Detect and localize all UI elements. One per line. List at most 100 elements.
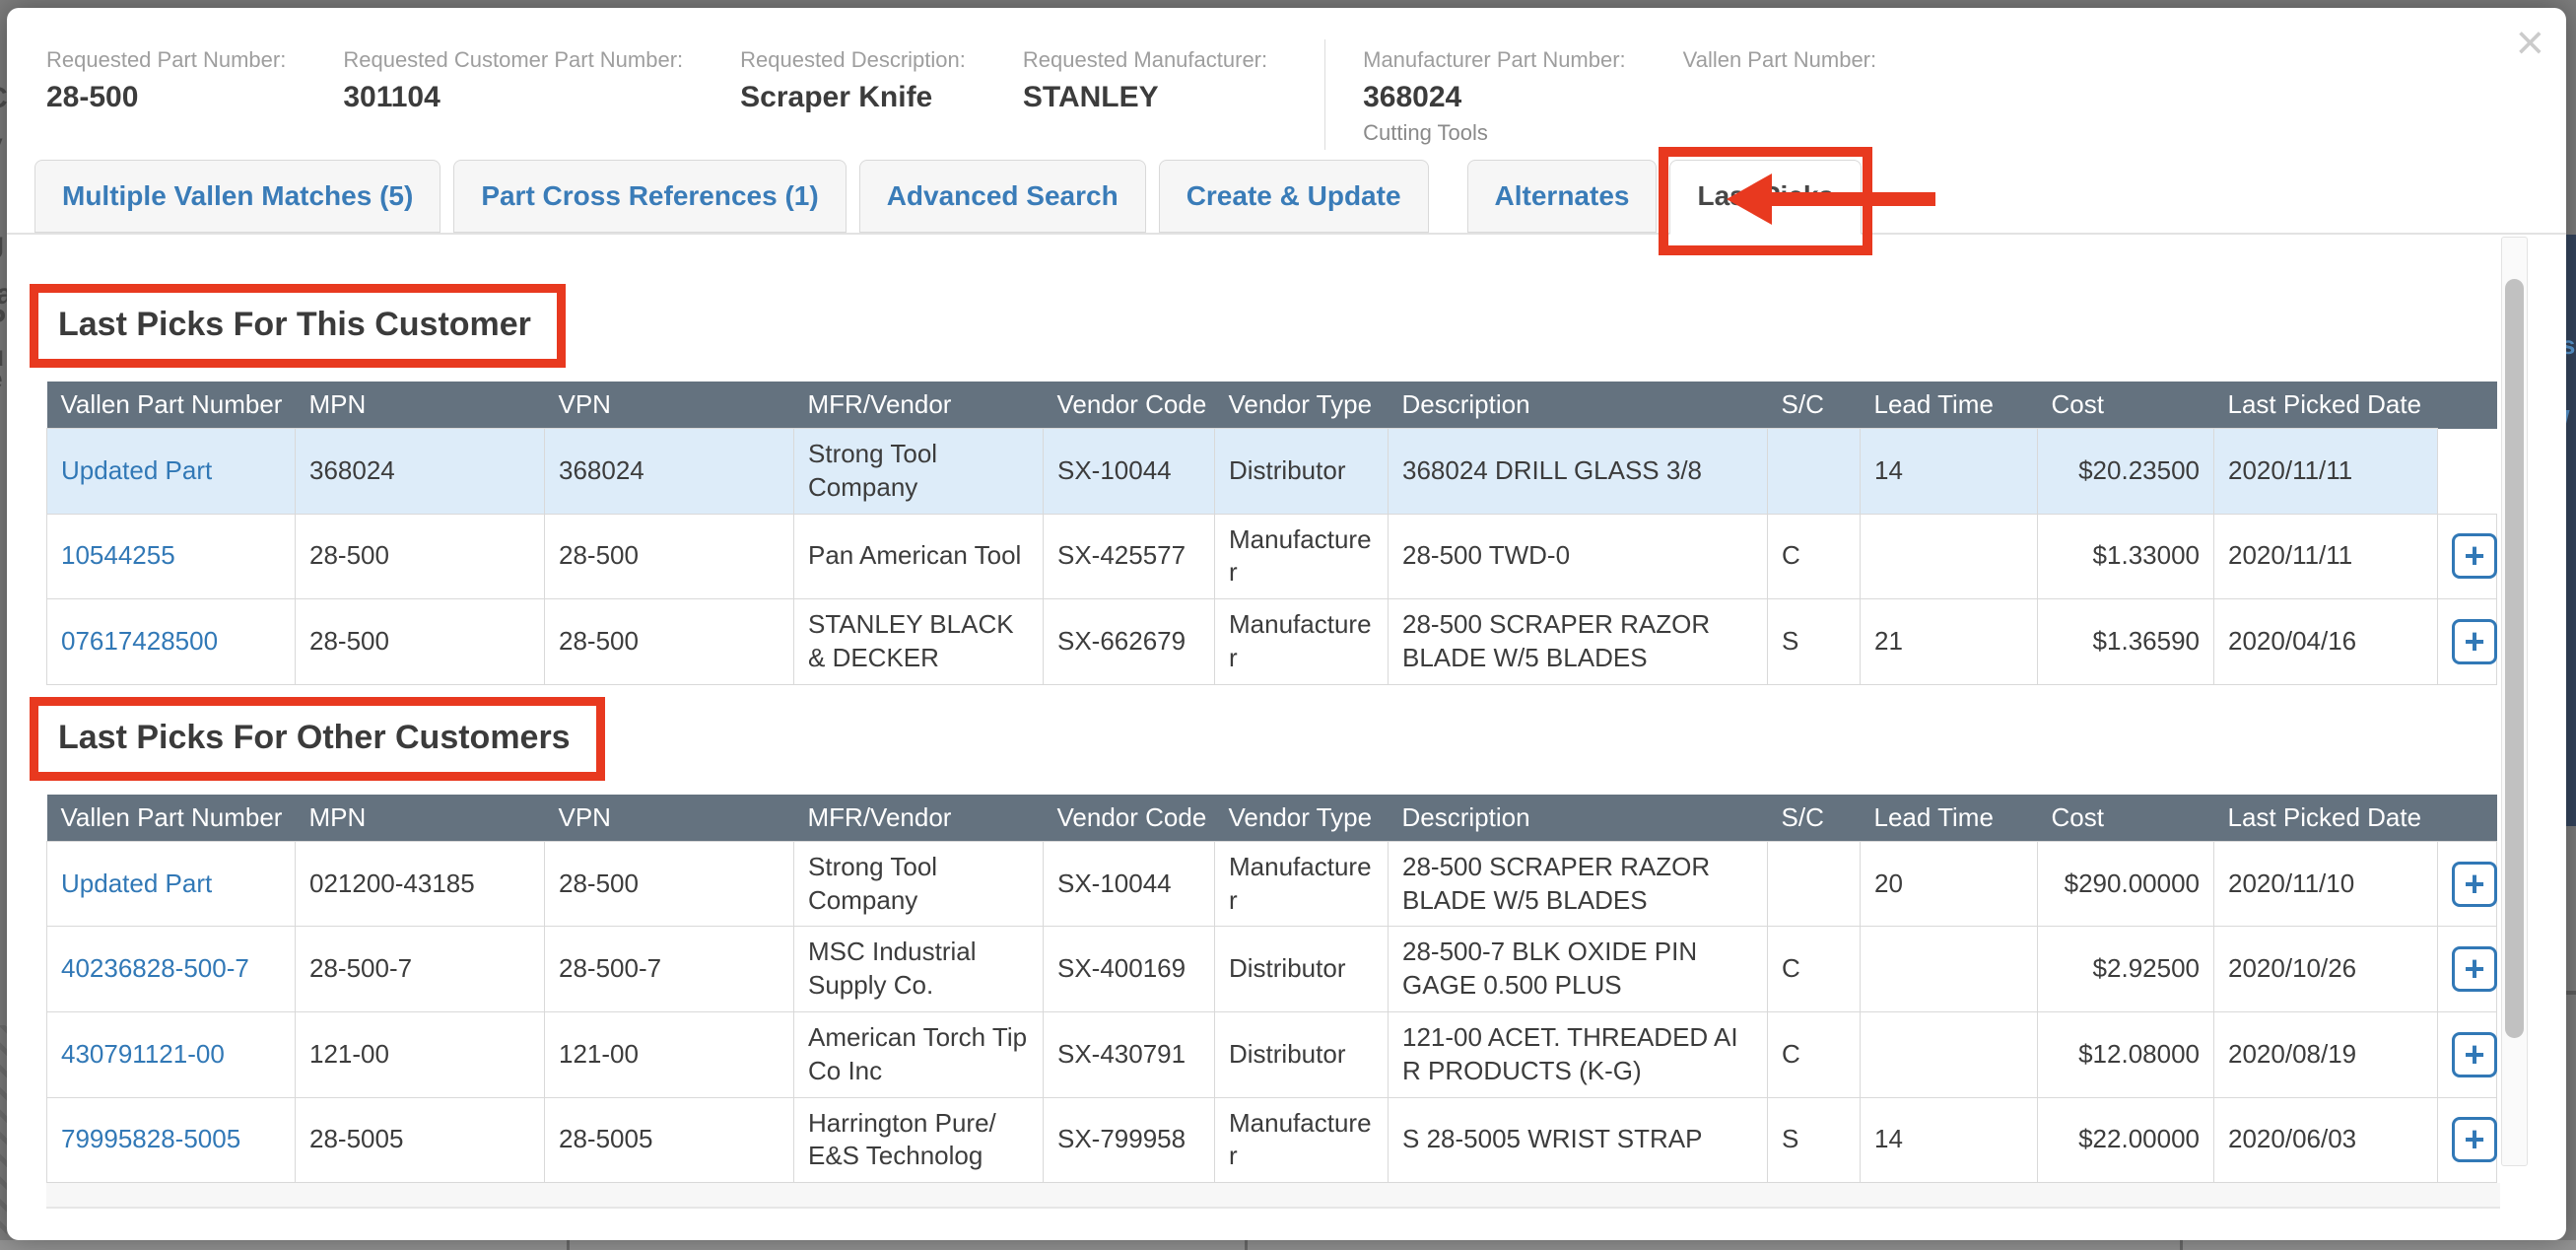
backdrop-bottom-strip [0, 1240, 2576, 1250]
column-header-mpn: MPN [295, 794, 545, 842]
header-field-requested-description: Requested Description: Scraper Knife [740, 47, 966, 114]
column-header-cost: Cost [2037, 382, 2214, 429]
table-row: Updated Part 021200-43185 28-500 Strong Too… [46, 840, 2497, 928]
vallen-part-cell: Updated Part [46, 840, 296, 928]
part-link[interactable]: 07617428500 [61, 626, 219, 657]
vallen-part-cell: 40236828-500-7 [46, 926, 296, 1012]
section-this-customer: Last Picks For This Customer Vallen Part… [7, 235, 2566, 685]
add-cell: + [2437, 840, 2497, 928]
vendor_code-cell: SX-799958 [1043, 1096, 1215, 1184]
vpn-cell: 28-500-7 [544, 926, 794, 1012]
backdrop-text-fragment: y [0, 128, 3, 162]
tab-multiple-vallen-matches-5[interactable]: Multiple Vallen Matches (5) [34, 160, 441, 233]
add-button[interactable]: + [2452, 533, 2497, 580]
add-button[interactable]: + [2452, 618, 2497, 664]
header-field-label: Requested Description: [740, 47, 966, 72]
column-header-vendor-code: Vendor Code [1043, 382, 1215, 429]
column-header-cost: Cost [2037, 794, 2214, 842]
header-field-value: 28-500 [46, 81, 139, 113]
mfr-cell: Strong Tool Company [793, 840, 1044, 928]
part-link[interactable]: Updated Part [61, 868, 213, 898]
last-picks-table-this-customer: Vallen Part Number MPN VPN MFR/Vendor Vendor… [46, 382, 2497, 685]
vallen-part-cell: Updated Part [46, 428, 296, 515]
add-cell: + [2437, 1096, 2497, 1184]
cost-cell: $1.36590 [2037, 598, 2214, 685]
tab-bar: Multiple Vallen Matches (5) Part Cross Re… [7, 147, 2566, 255]
mpn-cell: 021200-43185 [295, 840, 545, 928]
header-field-requested-manufacturer: Requested Manufacturer: STANLEY [1023, 47, 1267, 114]
part-link[interactable]: Updated Part [61, 454, 213, 485]
part-link[interactable]: 40236828-500-7 [61, 953, 249, 984]
mfr-cell: STANLEY BLACK & DECKER [793, 598, 1044, 685]
backdrop-navy-panel [2565, 235, 2576, 826]
add-button[interactable]: + [2452, 946, 2497, 993]
part-details-modal: × Requested Part Number: 28-500 Requested … [7, 8, 2566, 1240]
tab-last-picks[interactable]: Last Picks [1659, 147, 1872, 255]
vendor_code-cell: SX-425577 [1043, 513, 1215, 600]
part-link[interactable]: 430791121-00 [61, 1038, 225, 1069]
mfr-cell: MSC Industrial Supply Co. [793, 926, 1044, 1012]
part-link[interactable]: 79995828-5005 [61, 1124, 241, 1154]
lead-cell [1860, 926, 2038, 1012]
vpn-cell: 28-500 [544, 513, 794, 600]
header-field-value: Scraper Knife [740, 81, 933, 113]
close-icon[interactable]: × [2515, 15, 2544, 70]
description-cell: 28-500 SCRAPER RAZOR BLADE W/5 BLADES [1388, 598, 1768, 685]
vallen-part-cell: 10544255 [46, 513, 296, 600]
mpn-cell: 28-5005 [295, 1096, 545, 1184]
column-header-add [2437, 382, 2497, 429]
vpn-cell: 28-500 [544, 598, 794, 685]
column-header-last-picked-date: Last Picked Date [2213, 382, 2438, 429]
add-button[interactable]: + [2452, 861, 2497, 907]
vendor_type-cell: Distributor [1214, 1010, 1389, 1098]
mpn-cell: 121-00 [295, 1010, 545, 1098]
sc-cell [1767, 428, 1861, 515]
description-cell: 28-500 TWD-0 [1388, 513, 1768, 600]
lead-cell: 20 [1860, 840, 2038, 928]
mpn-cell: 28-500 [295, 513, 545, 600]
cost-cell: $290.00000 [2037, 840, 2214, 928]
cost-cell: $22.00000 [2037, 1096, 2214, 1184]
mpn-cell: 368024 [295, 428, 545, 515]
vpn-cell: 121-00 [544, 1010, 794, 1098]
description-cell: 28-500 SCRAPER RAZOR BLADE W/5 BLADES [1388, 840, 1768, 928]
vendor_code-cell: SX-10044 [1043, 428, 1215, 515]
vendor_type-cell: Manufacturer [1214, 1096, 1389, 1184]
table-row: 07617428500 28-500 28-500 STANLEY BLACK & D… [46, 598, 2497, 685]
backdrop-divider-line [2180, 1240, 2183, 1250]
add-cell: + [2437, 513, 2497, 600]
table-row: 10544255 28-500 28-500 Pan American Tool SX-… [46, 513, 2497, 600]
tab-create-update[interactable]: Create & Update [1158, 160, 1429, 233]
backdrop-text-fragment: g [0, 227, 4, 260]
add-button[interactable]: + [2452, 1031, 2497, 1077]
description-cell: 121-00 ACET. THREADED AI R PRODUCTS (K-G… [1388, 1010, 1768, 1098]
backdrop-text-fragment: ta [0, 278, 7, 312]
header-field-value: STANLEY [1022, 81, 1159, 113]
requested-part-header: Requested Part Number: 28-500 Requested Cu… [7, 8, 2566, 158]
table-row: 40236828-500-7 28-500-7 28-500-7 MSC Indust… [46, 926, 2497, 1012]
mfr-cell: Pan American Tool [793, 513, 1044, 600]
vendor_type-cell: Manufacturer [1214, 513, 1389, 600]
header-field-label: Vallen Part Number: [1682, 47, 1877, 72]
description-cell: 368024 DRILL GLASS 3/8 [1388, 428, 1768, 515]
lead-cell: 21 [1860, 598, 2038, 685]
header-field-vallen-part-number: Vallen Part Number: [1683, 47, 1876, 81]
part-link[interactable]: 10544255 [61, 540, 175, 571]
backdrop-text-fragment: us [2565, 330, 2576, 360]
column-header-s-c: S/C [1767, 794, 1861, 842]
header-divider [1324, 39, 1326, 150]
column-header-vendor-type: Vendor Type [1214, 382, 1389, 429]
vertical-scrollbar[interactable] [2501, 237, 2528, 1166]
column-header-vendor-type: Vendor Type [1214, 794, 1389, 842]
header-field-manufacturer-part-number: Manufacturer Part Number: 368024 Cutting T… [1363, 47, 1626, 146]
add-button[interactable]: + [2452, 1117, 2497, 1163]
add-cell: + [2437, 1010, 2497, 1098]
tab-part-cross-references-1[interactable]: Part Cross References (1) [453, 160, 847, 233]
vendor_code-cell: SX-662679 [1043, 598, 1215, 685]
scrollbar-thumb[interactable] [2505, 279, 2524, 1038]
description-cell: 28-500-7 BLK OXIDE PIN GAGE 0.500 PLUS [1388, 926, 1768, 1012]
backdrop-right-strip: eusW [2565, 0, 2576, 1250]
vendor_type-cell: Distributor [1214, 428, 1389, 515]
tab-alternates[interactable]: Alternates [1466, 160, 1658, 233]
tab-advanced-search[interactable]: Advanced Search [858, 160, 1146, 233]
